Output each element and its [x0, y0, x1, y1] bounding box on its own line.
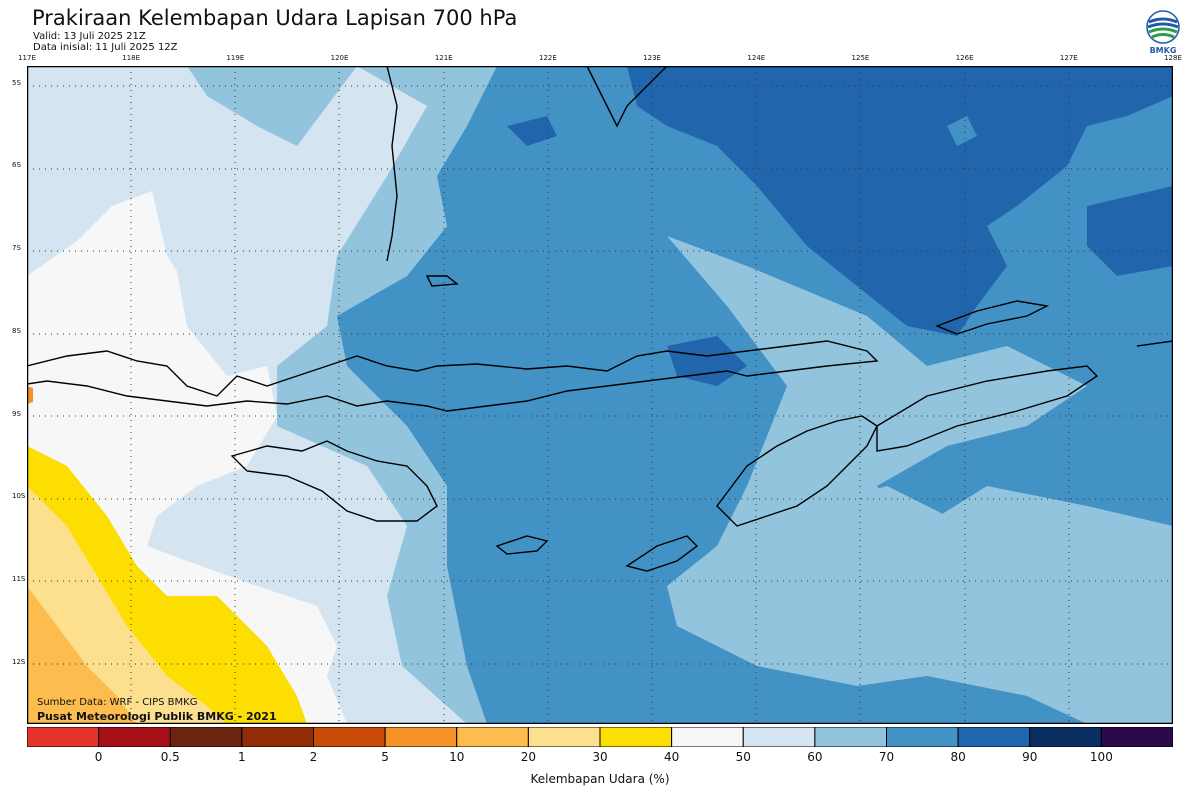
- colorbar-tick-label: 10: [449, 750, 465, 764]
- colorbar-tick-label: 0: [94, 750, 103, 764]
- lon-label: 124E: [747, 54, 766, 62]
- colorbar-segment: [27, 727, 100, 747]
- lat-label: 10S: [12, 492, 26, 501]
- lat-label: 8S: [12, 326, 21, 335]
- colorbar-tick-label: 20: [520, 750, 537, 764]
- colorbar-tick-label: 90: [1022, 750, 1038, 764]
- colorbar-segment: [241, 727, 314, 747]
- colorbar-segment: [1029, 727, 1102, 747]
- lon-label: 121E: [434, 54, 453, 62]
- coastlines: [27, 66, 1173, 572]
- colorbar: [27, 727, 1173, 747]
- humidity-zone-80-90-flores: [667, 336, 747, 386]
- colorbar-tick-label: 0.5: [160, 750, 180, 764]
- humidity-zone-60-70-southeast: [717, 486, 1007, 636]
- colorbar-segment: [957, 727, 1031, 747]
- lon-label: 127E: [1059, 54, 1078, 62]
- humidity-zone-5-10: [27, 386, 33, 404]
- lat-label: 9S: [12, 409, 21, 418]
- colorbar-segment: [527, 727, 601, 747]
- valid-time: Valid: 13 Juli 2025 21Z: [33, 31, 146, 42]
- lon-label: 120E: [330, 54, 349, 62]
- graticule: [27, 66, 1173, 724]
- humidity-zone-70-80-patch: [947, 116, 977, 146]
- colorbar-segment: [742, 727, 816, 747]
- lat-label: 5S: [12, 78, 21, 87]
- lat-label: 6S: [12, 161, 21, 170]
- colorbar-tick-label: 30: [592, 750, 608, 764]
- organization: Pusat Meteorologi Publik BMKG - 2021: [37, 710, 277, 723]
- bmkg-logo-text: BMKG: [1149, 46, 1177, 55]
- humidity-zone-80-90-small: [507, 116, 557, 146]
- colorbar-segment: [814, 727, 887, 747]
- lat-label: 7S: [12, 244, 21, 253]
- lat-label: 11S: [12, 575, 26, 584]
- colorbar-tick-label: 2: [309, 750, 318, 764]
- colorbar-tick-label: 50: [735, 750, 751, 764]
- bmkg-logo-icon: [1146, 10, 1180, 44]
- data-source: Sumber Data: WRF - CIPS BMKG: [37, 697, 198, 708]
- lon-label: 128E: [1164, 54, 1182, 62]
- lon-label: 123E: [643, 54, 661, 62]
- bmkg-logo: BMKG: [1140, 8, 1186, 60]
- humidity-zone-80-90-east: [1087, 186, 1173, 276]
- colorbar-tick-label: 1: [238, 750, 246, 764]
- colorbar-segment: [1100, 727, 1173, 747]
- colorbar-tick-label: 80: [950, 750, 966, 764]
- colorbar-segment: [886, 727, 959, 747]
- lon-label: 125E: [851, 54, 870, 62]
- colorbar-segment: [384, 727, 458, 747]
- humidity-zone-10-20: [27, 586, 137, 724]
- colorbar-tick-label: 5: [381, 750, 389, 764]
- colorbar-segment: [98, 727, 171, 747]
- humidity-zone-80-90: [627, 66, 1173, 336]
- lon-label: 119E: [226, 54, 245, 62]
- lon-label: 122E: [539, 54, 557, 62]
- lat-label: 12S: [12, 657, 26, 666]
- init-time: Data inisial: 11 Juli 2025 12Z: [33, 42, 178, 53]
- colorbar-tick-label: 70: [878, 750, 895, 764]
- map-title: Prakiraan Kelembapan Udara Lapisan 700 h…: [32, 6, 518, 30]
- colorbar-segment: [456, 727, 529, 747]
- colorbar-title: Kelembapan Udara (%): [530, 772, 670, 786]
- colorbar-segment: [169, 727, 243, 747]
- lon-label: 117E: [18, 54, 36, 62]
- colorbar-tick-label: 100: [1089, 750, 1113, 764]
- colorbar-segment: [599, 727, 673, 747]
- colorbar-segment: [313, 727, 386, 747]
- humidity-zone-60-70-north: [187, 66, 357, 146]
- lon-label: 126E: [955, 54, 974, 62]
- humidity-map: [27, 66, 1173, 724]
- lon-label: 118E: [122, 54, 141, 62]
- colorbar-segment: [671, 727, 744, 747]
- colorbar-tick-label: 40: [663, 750, 680, 764]
- colorbar-tick-label: 60: [807, 750, 823, 764]
